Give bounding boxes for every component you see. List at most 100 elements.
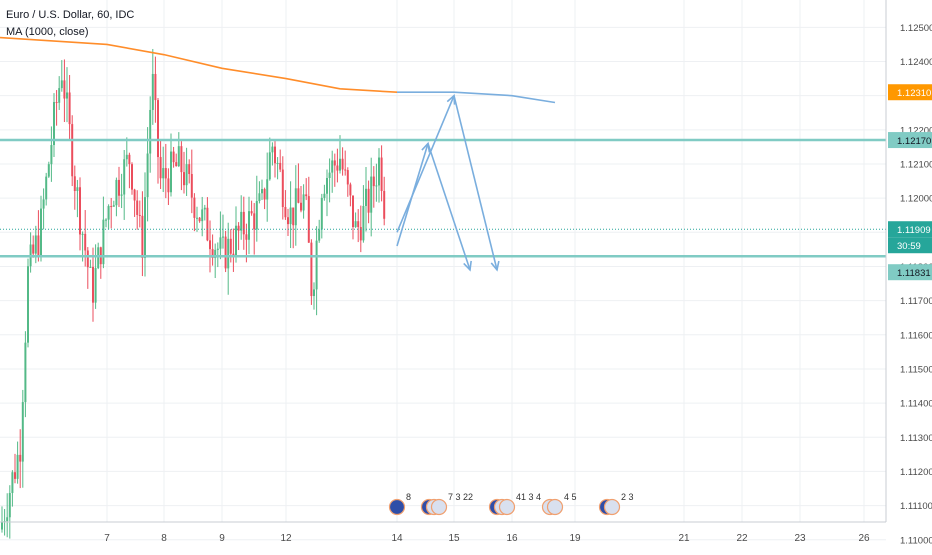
candle-up [185,164,188,186]
candle-up [323,193,326,198]
candle-down [245,234,248,240]
candle-up [58,88,61,103]
us-flag-icon [603,498,621,516]
candle-up [50,145,53,165]
resistance-price-badge-bg [888,132,932,149]
candle-up [318,229,321,241]
time-tick-label: 12 [280,533,292,544]
candle-down [131,164,133,190]
candle-down [367,188,370,213]
candle-down [183,172,185,186]
candle-down [73,176,76,191]
candle-up [240,211,243,231]
candle-down [232,253,235,256]
candle-down [68,92,71,125]
candle-up [255,201,258,230]
candle-up [331,160,334,173]
candle-up [97,247,100,269]
candle-up [227,238,230,269]
candle-down [71,124,74,177]
time-tick-label: 19 [569,533,581,544]
candle-down [310,242,313,297]
candle-up [365,188,367,207]
candle-down [237,225,240,231]
candle-up [170,151,172,193]
price-tick-label: 1.11700 [900,296,932,307]
candle-up [66,92,68,99]
last-price-badge-bg [888,221,932,238]
time-axis[interactable]: 7 8 9 12 14 15 16 19 21 22 23 26 [0,521,886,544]
countdown-badge: 30:59 [897,241,921,252]
time-tick-label: 7 [104,533,110,544]
candle-down [63,80,66,99]
candle-up [94,268,97,303]
ma-price-badge-bg [888,84,932,101]
candle-down [92,266,94,303]
ma-price-badge: 1.12310 [897,88,931,99]
candle-down [128,154,131,165]
candle-down [281,169,284,208]
candle-down [180,146,183,173]
candle-up [222,236,224,238]
ma-line [0,36,398,94]
candle-up [16,454,19,479]
candle-up [196,217,198,219]
moving-average [0,36,556,104]
price-tick-label: 1.12100 [900,159,932,170]
price-tick-label: 1.11300 [900,433,932,444]
candle-up [60,80,63,89]
time-tick-label: 16 [506,533,518,544]
candle-down [346,170,349,185]
candle-down [359,227,362,241]
price-tick-label: 1.11400 [900,399,932,410]
candle-up [115,179,118,206]
event-count: 41 3 4 [516,492,541,502]
candle-down [352,195,354,228]
candle-up [315,240,318,290]
candle-up [328,172,331,178]
candle-down [175,162,178,167]
arrow-head [463,260,472,272]
candle-down [209,240,211,250]
horizontal-levels [0,138,886,258]
candle-down [250,211,253,214]
candle-down [380,157,383,191]
candle-down [188,164,191,175]
candle-down [229,238,232,254]
candle-up [375,185,378,187]
eu-flag-icon [388,498,406,516]
candle-up [146,153,149,198]
time-tick-label: 8 [161,533,167,544]
candle-up [326,177,328,194]
symbol-title: Euro / U.S. Dollar, 60, IDC [6,9,135,21]
candle-up [201,209,204,222]
candle-down [284,207,287,218]
price-tick-label: 1.12000 [900,194,932,205]
candle-up [21,402,24,462]
candle-up [53,102,55,146]
candle-up [276,162,279,164]
time-tick-label: 15 [448,533,460,544]
candle-up [248,211,250,240]
candle-up [120,194,123,196]
us-flag-icon [498,498,516,516]
candle-up [235,225,237,256]
candle-down [349,184,352,196]
candle-up [34,235,37,254]
event-count: 7 3 22 [448,492,473,502]
candle-up [149,109,152,154]
candle-up [177,146,180,167]
candle-up [271,146,274,153]
price-tick-label: 1.12400 [900,57,932,68]
price-tick-label: 1.11100 [900,501,932,512]
candle-down [253,213,256,230]
candle-down [300,202,302,211]
candle-up [162,168,165,179]
candle-up [1,521,3,530]
event-count: 4 5 [564,492,577,502]
candle-down [86,250,89,268]
candle-down [138,214,141,216]
candle-up [47,164,50,177]
candle-down [279,162,282,170]
